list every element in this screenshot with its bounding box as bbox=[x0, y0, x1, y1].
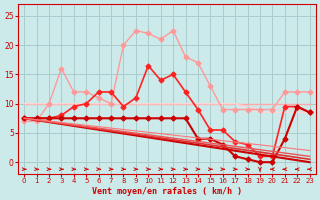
X-axis label: Vent moyen/en rafales ( km/h ): Vent moyen/en rafales ( km/h ) bbox=[92, 187, 242, 196]
